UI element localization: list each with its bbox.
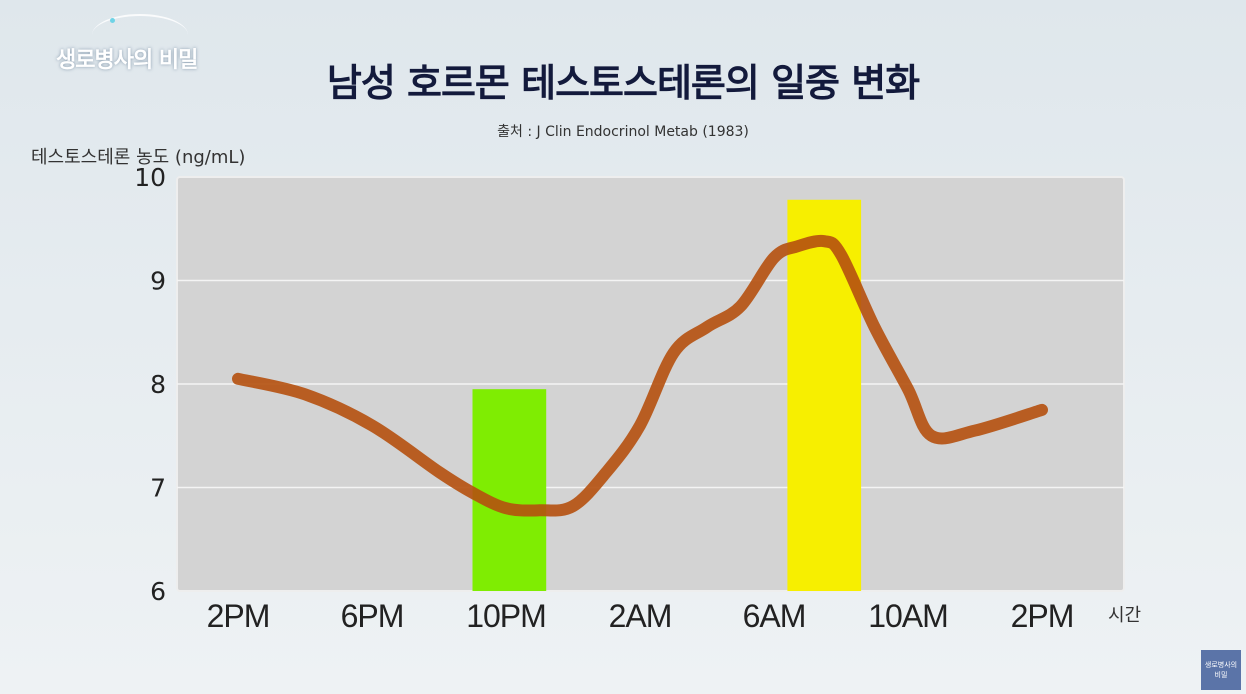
testosterone-line xyxy=(232,234,1048,517)
chart-source: 출처 : J Clin Endocrinol Metab (1983) xyxy=(497,124,749,140)
x-tick-1: 6PM xyxy=(341,598,404,634)
highlight-bar-1 xyxy=(472,389,547,591)
x-tick-6: 2PM xyxy=(1011,598,1074,634)
y-axis-label: 테스토스테론 농도 (ng/mL) xyxy=(31,147,246,168)
x-tick-labels: 2PM 6PM 10PM 2AM 6AM 10AM 2PM xyxy=(207,598,1075,634)
grid-lines xyxy=(177,279,1124,489)
highlight-bar-2 xyxy=(787,199,862,591)
corner-watermark: 생로병사의 비밀 xyxy=(1201,650,1241,690)
logo-dot xyxy=(110,18,115,23)
y-tick-labels: 6 7 8 9 10 xyxy=(134,163,166,606)
y-tick-10: 10 xyxy=(134,163,166,192)
program-logo: 생로병사의 비밀 xyxy=(56,48,198,73)
x-axis-label: 시간 xyxy=(1108,605,1142,626)
x-tick-3: 2AM xyxy=(609,598,672,634)
y-tick-6: 6 xyxy=(150,577,166,606)
y-tick-9: 9 xyxy=(150,267,166,296)
x-tick-5: 10AM xyxy=(868,598,948,634)
x-tick-4: 6AM xyxy=(743,598,806,634)
logo-arc xyxy=(92,14,188,56)
x-tick-0: 2PM xyxy=(207,598,270,634)
x-tick-2: 10PM xyxy=(466,598,546,634)
y-tick-7: 7 xyxy=(150,474,166,503)
y-tick-8: 8 xyxy=(150,370,166,399)
chart-title: 남성 호르몬 테스토스테론의 일중 변화 xyxy=(326,61,920,105)
